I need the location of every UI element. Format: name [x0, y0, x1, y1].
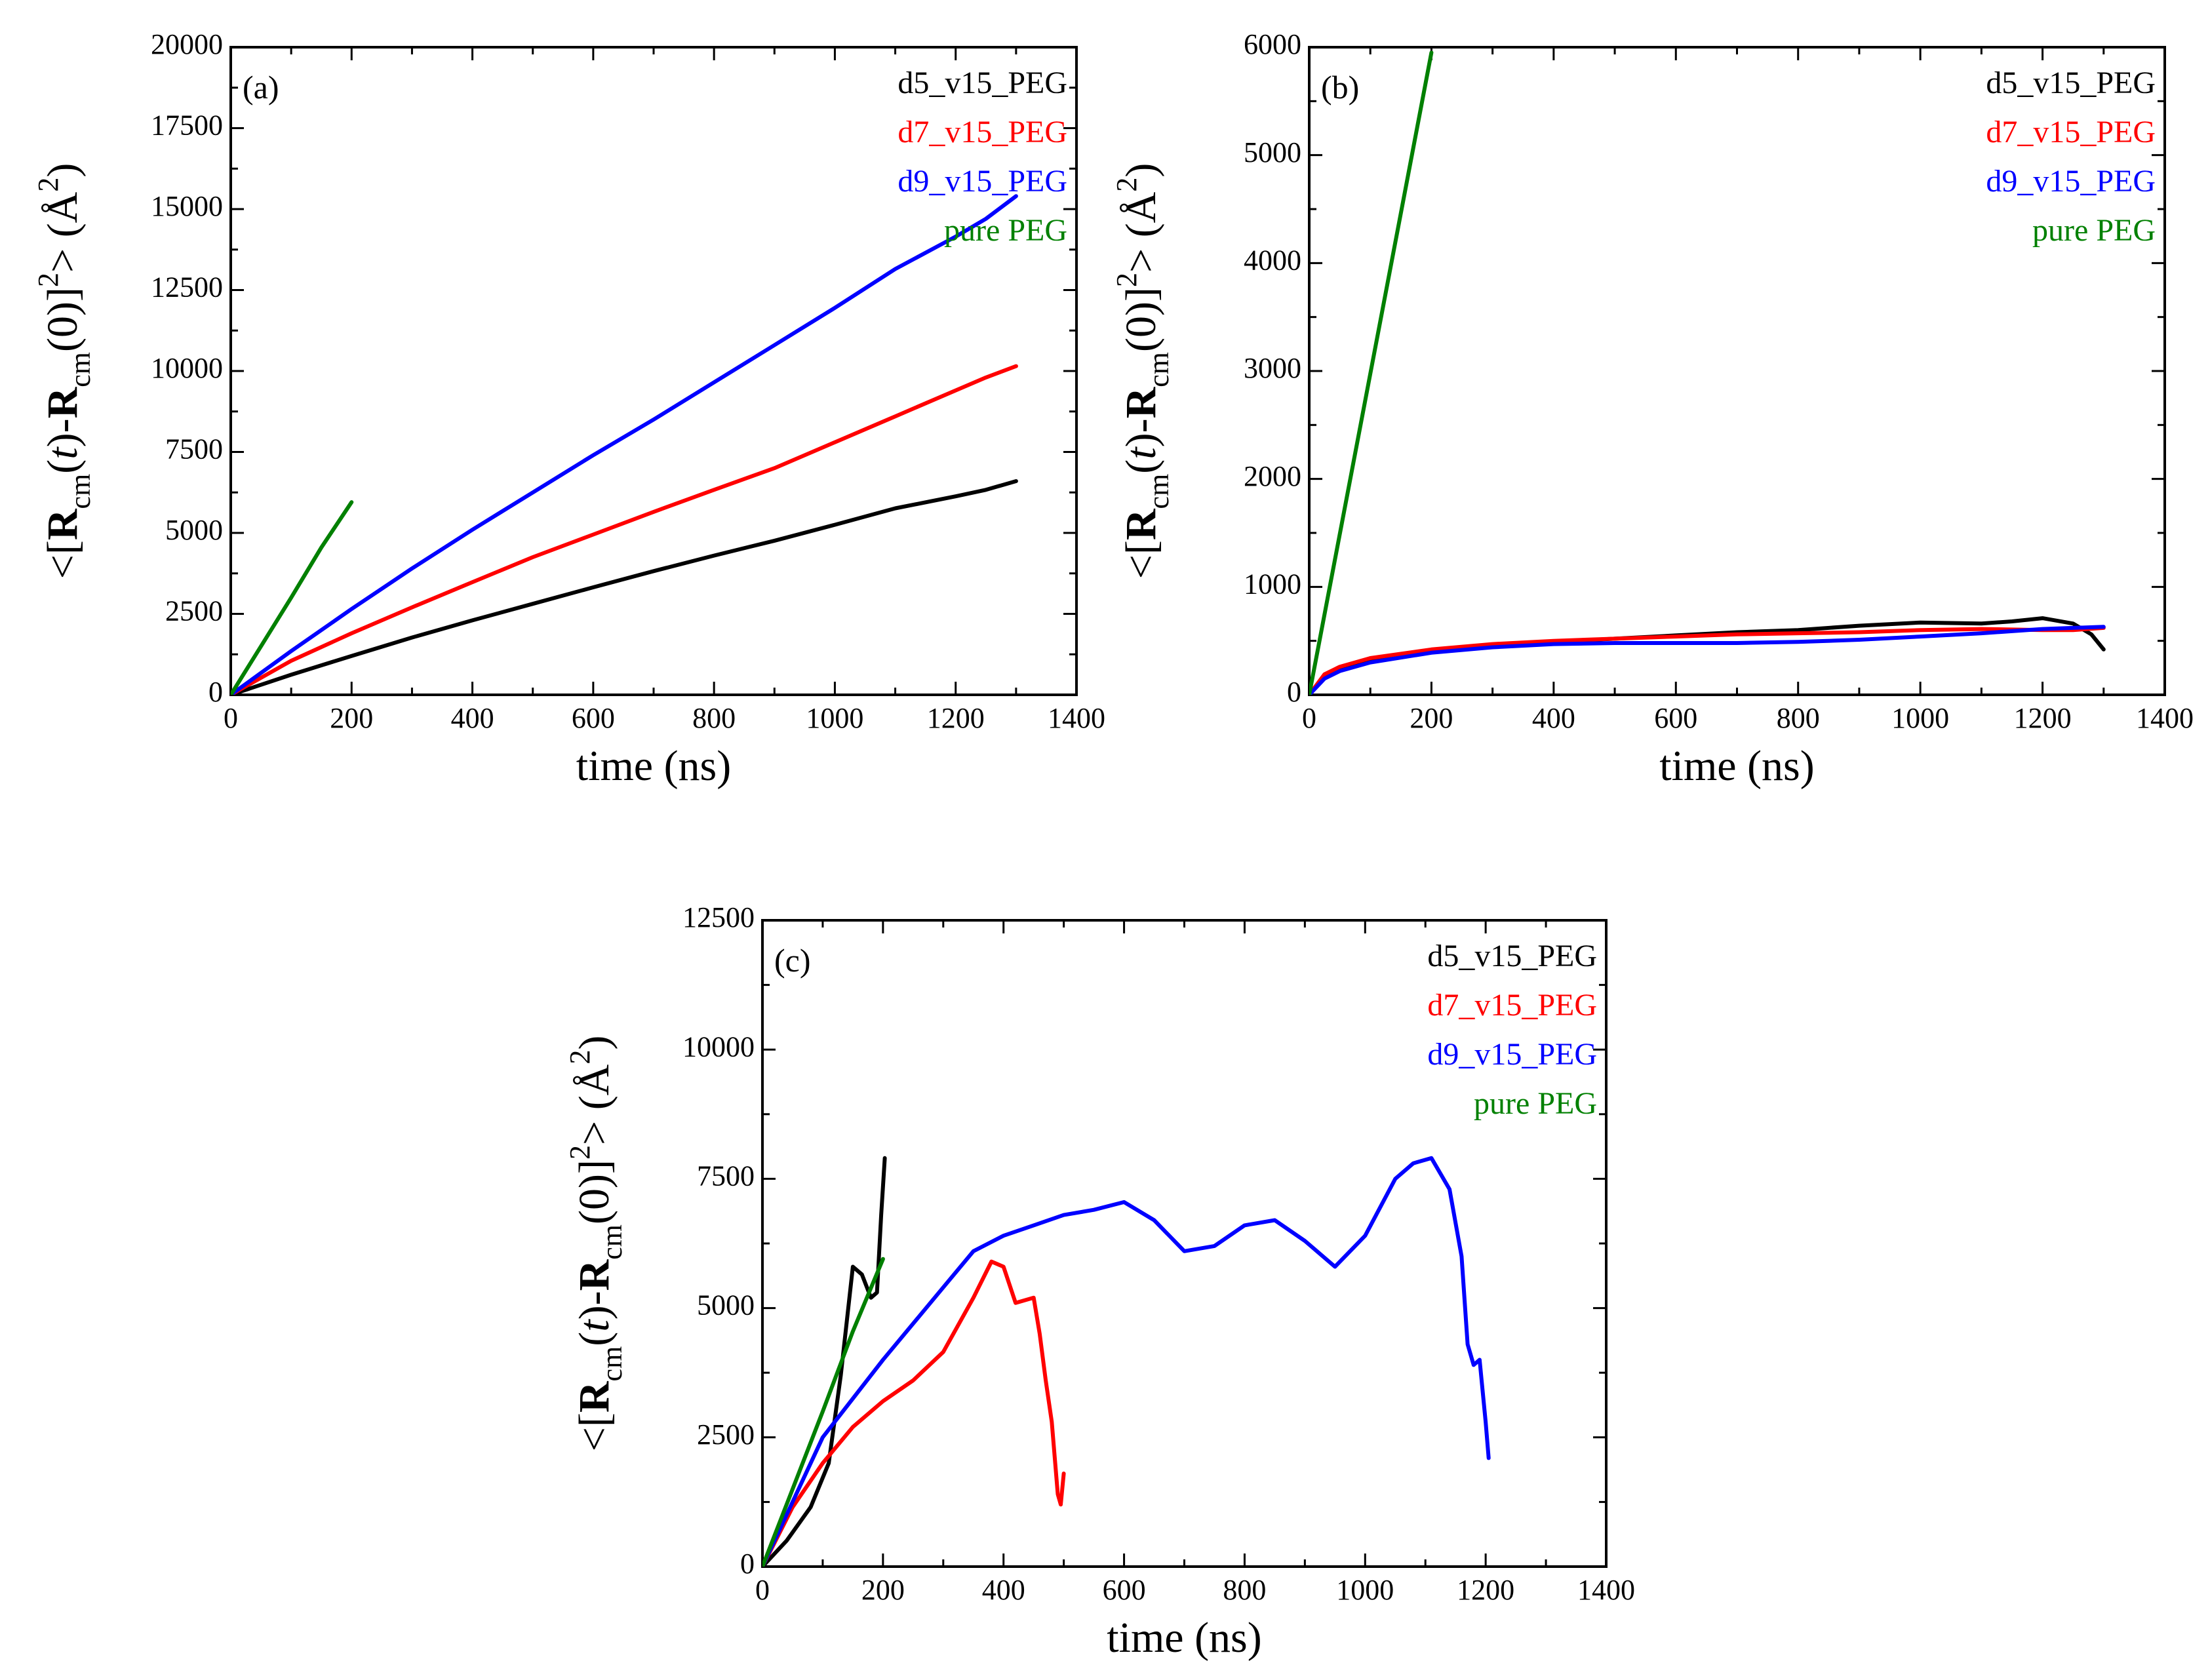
- y-axis-title: <[Rcm(t)-Rcm(0)]2> (Å2): [32, 163, 96, 579]
- series-line-d9-v15-peg: [762, 1156, 1491, 1567]
- y-tick-label: 0: [740, 1548, 755, 1580]
- x-tick-label: 600: [1103, 1574, 1146, 1606]
- x-axis-title: time (ns): [1107, 1614, 1261, 1662]
- x-tick-label: 1000: [1891, 702, 1949, 734]
- x-tick-label: 0: [224, 702, 238, 734]
- x-tick-label: 0: [755, 1574, 770, 1606]
- x-tick-label: 1000: [1336, 1574, 1394, 1606]
- y-tick-label: 1000: [1244, 568, 1301, 600]
- series-line-d7-v15-peg: [1309, 625, 2106, 695]
- y-tick-label: 3000: [1244, 352, 1301, 384]
- x-tick-label: 1200: [1457, 1574, 1514, 1606]
- y-tick-label: 6000: [1244, 28, 1301, 60]
- x-tick-label: 1400: [1577, 1574, 1635, 1606]
- x-tick-label: 0: [1302, 702, 1316, 734]
- x-tick-label: 200: [330, 702, 373, 734]
- chart-panel-c: 0 200 400 600 800 1000 1200 1400 0 2500 5000 7500 10…: [564, 901, 1635, 1662]
- y-tick-label: 10000: [682, 1030, 755, 1063]
- series-lines: [762, 1156, 1491, 1567]
- panel-label: (c): [774, 942, 811, 979]
- x-tick-label: 800: [1777, 702, 1820, 734]
- legend-label-d5-v15-peg: d5_v15_PEG: [898, 66, 1067, 100]
- legend-label-d5-v15-peg: d5_v15_PEG: [1986, 66, 2156, 100]
- y-tick-label: 5000: [165, 514, 223, 546]
- y-tick-label: 0: [208, 676, 223, 708]
- legend-label-pure-peg: pure PEG: [1474, 1086, 1597, 1121]
- x-tick-label: 1200: [2014, 702, 2072, 734]
- y-tick-label: 2500: [697, 1418, 755, 1451]
- y-tick-label: 12500: [151, 271, 223, 303]
- legend-label-d7-v15-peg: d7_v15_PEG: [1986, 115, 2156, 149]
- legend-label-d5-v15-peg: d5_v15_PEG: [1427, 939, 1597, 973]
- x-tick-label: 1400: [1048, 702, 1105, 734]
- y-tick-label: 10000: [151, 352, 223, 384]
- panel-label: (b): [1321, 69, 1359, 106]
- chart-panel-a: 0 200 400 600 800 1000 1200 1400 0 2500 5000 7500 10…: [32, 28, 1105, 790]
- y-tick-label: 15000: [151, 190, 223, 222]
- x-tick-label: 1400: [2136, 702, 2194, 734]
- y-tick-label: 4000: [1244, 244, 1301, 276]
- legend-label-d9-v15-peg: d9_v15_PEG: [898, 164, 1067, 199]
- x-tick-label: 400: [451, 702, 494, 734]
- x-tick-label: 200: [861, 1574, 905, 1606]
- x-tick-label: 1000: [806, 702, 863, 734]
- y-tick-label: 5000: [1244, 136, 1301, 168]
- legend-label-d7-v15-peg: d7_v15_PEG: [1427, 988, 1597, 1023]
- x-tick-label: 800: [692, 702, 736, 734]
- x-tick-label: 600: [1654, 702, 1697, 734]
- legend-label-d9-v15-peg: d9_v15_PEG: [1427, 1037, 1597, 1072]
- chart-panel-b: 0 200 400 600 800 1000 1200 1400 0 1000 2000 3000 40…: [1111, 28, 2194, 790]
- series-lines: [231, 194, 1018, 695]
- y-axis-title: <[Rcm(t)-Rcm(0)]2> (Å2): [564, 1036, 628, 1452]
- panel-label: (a): [243, 69, 279, 106]
- series-line-pure-peg: [231, 500, 354, 695]
- series-line-pure-peg: [762, 1257, 885, 1567]
- x-axis-title: time (ns): [576, 742, 731, 790]
- y-tick-label: 0: [1287, 676, 1301, 708]
- y-tick-label: 2000: [1244, 460, 1301, 492]
- y-tick-label: 5000: [697, 1289, 755, 1321]
- series-lines: [1309, 50, 2106, 695]
- series-line-d7-v15-peg: [762, 1259, 1066, 1567]
- series-line-pure-peg: [1309, 50, 1434, 695]
- series-line-d7-v15-peg: [231, 364, 1018, 695]
- legend-label-d7-v15-peg: d7_v15_PEG: [898, 115, 1067, 149]
- x-tick-label: 400: [1532, 702, 1575, 734]
- legend-label-d9-v15-peg: d9_v15_PEG: [1986, 164, 2156, 199]
- x-tick-label: 400: [982, 1574, 1025, 1606]
- legend-label-pure-peg: pure PEG: [944, 213, 1067, 248]
- y-tick-label: 12500: [682, 901, 755, 933]
- legend-label-pure-peg: pure PEG: [2032, 213, 2156, 248]
- y-tick-label: 20000: [151, 28, 223, 60]
- x-tick-label: 200: [1410, 702, 1453, 734]
- x-tick-label: 800: [1223, 1574, 1266, 1606]
- y-tick-label: 2500: [165, 595, 223, 627]
- series-line-d5-v15-peg: [762, 1156, 887, 1567]
- x-tick-label: 600: [572, 702, 615, 734]
- series-line-d9-v15-peg: [231, 194, 1018, 695]
- y-tick-label: 7500: [697, 1160, 755, 1192]
- x-tick-label: 1200: [927, 702, 985, 734]
- y-tick-label: 17500: [151, 109, 223, 142]
- series-line-d9-v15-peg: [1309, 625, 2106, 695]
- y-axis-title: <[Rcm(t)-Rcm(0)]2> (Å2): [1111, 163, 1175, 579]
- series-line-d5-v15-peg: [231, 479, 1018, 695]
- y-tick-label: 7500: [165, 433, 223, 465]
- x-axis-title: time (ns): [1659, 742, 1814, 790]
